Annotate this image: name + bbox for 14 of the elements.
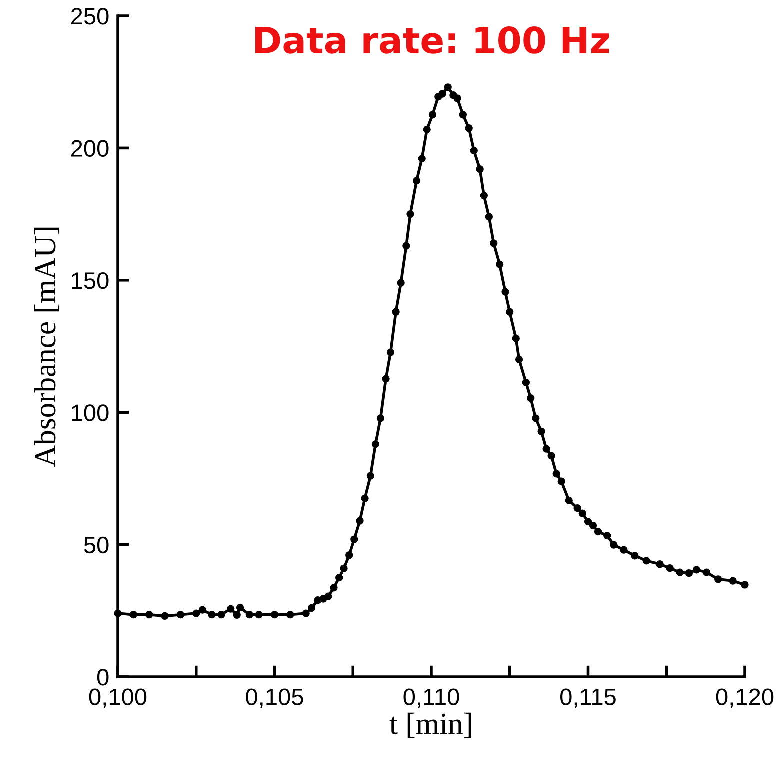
y-tick-label: 0	[97, 669, 109, 686]
x-tick-label: 0,105	[246, 688, 304, 708]
x-tick-label: 0,115	[560, 688, 616, 708]
chart-title: Data rate: 100 Hz	[255, 26, 610, 54]
y-tick-label: 150	[72, 272, 109, 290]
y-tick-label: 250	[71, 8, 109, 25]
x-tick-label: 0,120	[716, 688, 774, 708]
y-tick-label: 50	[84, 536, 109, 554]
y-axis-title: Absorbance [mAU]	[34, 228, 60, 468]
x-tick-label: 0,100	[89, 688, 147, 708]
y-tick-label: 100	[72, 404, 109, 422]
x-axis-title: t [min]	[390, 712, 472, 738]
x-tick-label: 0,110	[404, 688, 460, 708]
y-tick-label: 200	[71, 140, 109, 157]
